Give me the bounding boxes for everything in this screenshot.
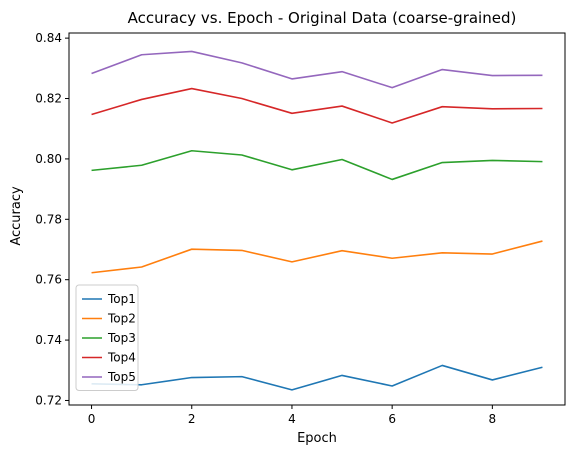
legend-box: [75, 284, 139, 391]
legend-label-top3: Top3: [107, 331, 136, 345]
series-line-top3: [91, 149, 543, 181]
x-tick-label: 8: [489, 412, 497, 426]
y-tick-label: 0.80: [35, 152, 62, 166]
x-tick-label: 6: [388, 412, 396, 426]
x-tick-label: 2: [188, 412, 196, 426]
y-tick-label: 0.72: [35, 393, 62, 407]
x-tick-label: 0: [88, 412, 96, 426]
y-tick-label: 0.76: [35, 273, 62, 287]
series-line-top4: [91, 87, 543, 124]
x-tick-label: 4: [288, 412, 296, 426]
series-line-top1: [91, 364, 543, 391]
y-tick-label: 0.74: [35, 333, 62, 347]
legend-label-top2: Top2: [107, 312, 136, 326]
legend-label-top1: Top1: [107, 292, 136, 306]
y-tick-label: 0.82: [35, 92, 62, 106]
legend: Top1 Top2 Top3 Top4 Top5: [75, 284, 139, 391]
y-tick-label: 0.78: [35, 212, 62, 226]
plot-frame: [68, 32, 566, 406]
chart-title: Accuracy vs. Epoch - Original Data (coar…: [128, 9, 517, 27]
y-axis-label: Accuracy: [9, 186, 24, 246]
series-line-top5: [91, 50, 543, 89]
x-axis-label: Epoch: [297, 431, 337, 446]
legend-label-top5: Top5: [107, 370, 136, 384]
plot-area: 0 2 4 6 80.720.740.760.780.800.820.84Top1Top…: [35, 31, 566, 426]
series-line-top2: [91, 240, 543, 274]
legend-label-top4: Top4: [107, 351, 136, 365]
y-tick-label: 0.84: [35, 31, 62, 45]
